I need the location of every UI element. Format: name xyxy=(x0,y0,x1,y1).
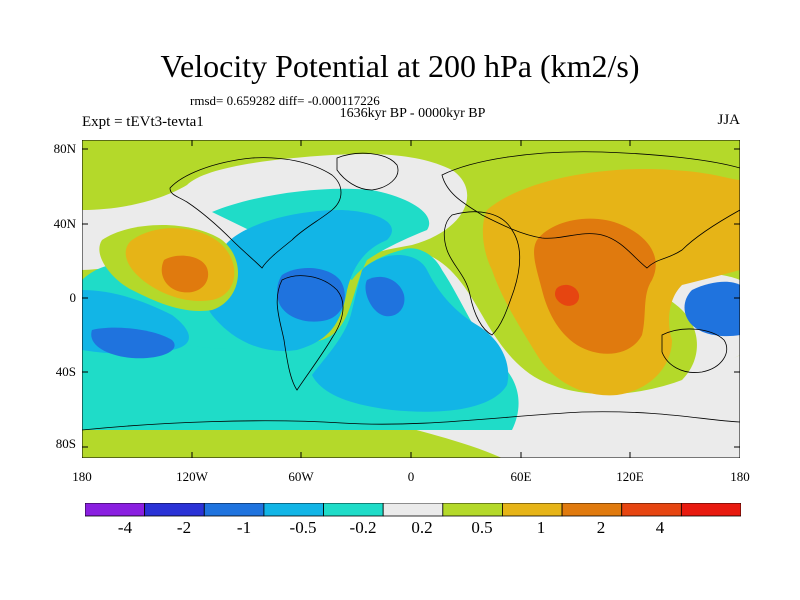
colorbar xyxy=(85,503,741,517)
field-negative-cyan-east xyxy=(312,255,509,412)
colorbar-label: 2 xyxy=(596,518,606,537)
colorbar-box xyxy=(85,503,146,517)
lat-label-0: 0 xyxy=(69,290,77,305)
experiment-label: Expt = tEVt3-tevta1 xyxy=(82,114,204,130)
coast-africa xyxy=(443,211,521,336)
chart-title: Velocity Potential at 200 hPa (km2/s) xyxy=(160,48,640,84)
lon-label-180-east: 180 xyxy=(730,469,750,484)
field-positive-asia-peak xyxy=(554,284,580,306)
lon-label-120e: 120E xyxy=(616,469,644,484)
period-text: 1636kyr BP - 0000kyr BP xyxy=(339,106,486,121)
axis-ticks xyxy=(82,140,740,458)
colorbar-label: -0.2 xyxy=(349,518,377,537)
colorbar-box xyxy=(442,503,503,517)
colorbar-label: -4 xyxy=(117,518,133,537)
coast-greenland xyxy=(336,152,399,191)
colorbar-label: 1 xyxy=(536,518,546,537)
coastlines xyxy=(82,151,740,431)
field-negative-blue-east xyxy=(684,281,740,337)
coast-south-america xyxy=(276,275,344,391)
colorbar-label: -0.5 xyxy=(289,518,317,537)
lat-label-80n: 80N xyxy=(53,141,76,156)
season-label: JJA xyxy=(717,112,740,128)
colorbar-box xyxy=(621,503,682,517)
lon-label-0: 0 xyxy=(407,469,415,484)
colorbar-box xyxy=(680,503,741,517)
colorbar-box xyxy=(323,503,384,517)
field-negative-blue xyxy=(277,268,345,322)
field-negative-blue-west xyxy=(91,327,175,359)
lon-label-120w: 120W xyxy=(176,469,208,484)
velocity-potential-map xyxy=(82,140,740,458)
coast-eurasia xyxy=(441,151,740,269)
lon-label-60e: 60E xyxy=(510,469,532,484)
field-positive-asia-core xyxy=(534,218,656,354)
lat-label-80s: 80S xyxy=(55,436,76,451)
lon-label-60w: 60W xyxy=(288,469,314,484)
colorbar-box xyxy=(561,503,623,517)
coast-antarctica xyxy=(82,411,740,431)
colorbar-box xyxy=(502,503,563,517)
field-negative-blue-2 xyxy=(365,276,405,317)
colorbar-label: -1 xyxy=(236,518,252,537)
colorbar-box xyxy=(263,503,324,517)
lat-label-40s: 40S xyxy=(55,364,76,379)
colorbar-label: -2 xyxy=(176,518,192,537)
stats-text: rmsd= 0.659282 diff= -0.000117226 xyxy=(190,93,380,108)
lat-label-40n: 40N xyxy=(53,216,76,231)
field-positive-pacific-core xyxy=(161,255,209,293)
colorbar-box xyxy=(144,503,205,517)
colorbar-label: 0.2 xyxy=(411,518,433,537)
lon-label-180-west: 180 xyxy=(72,469,92,484)
colorbar-box xyxy=(203,503,265,517)
colorbar-label: 4 xyxy=(655,518,665,537)
coast-australia xyxy=(661,328,728,373)
colorbar-label: 0.5 xyxy=(471,518,493,537)
colorbar-box xyxy=(382,503,444,517)
coast-north-america xyxy=(169,157,342,269)
